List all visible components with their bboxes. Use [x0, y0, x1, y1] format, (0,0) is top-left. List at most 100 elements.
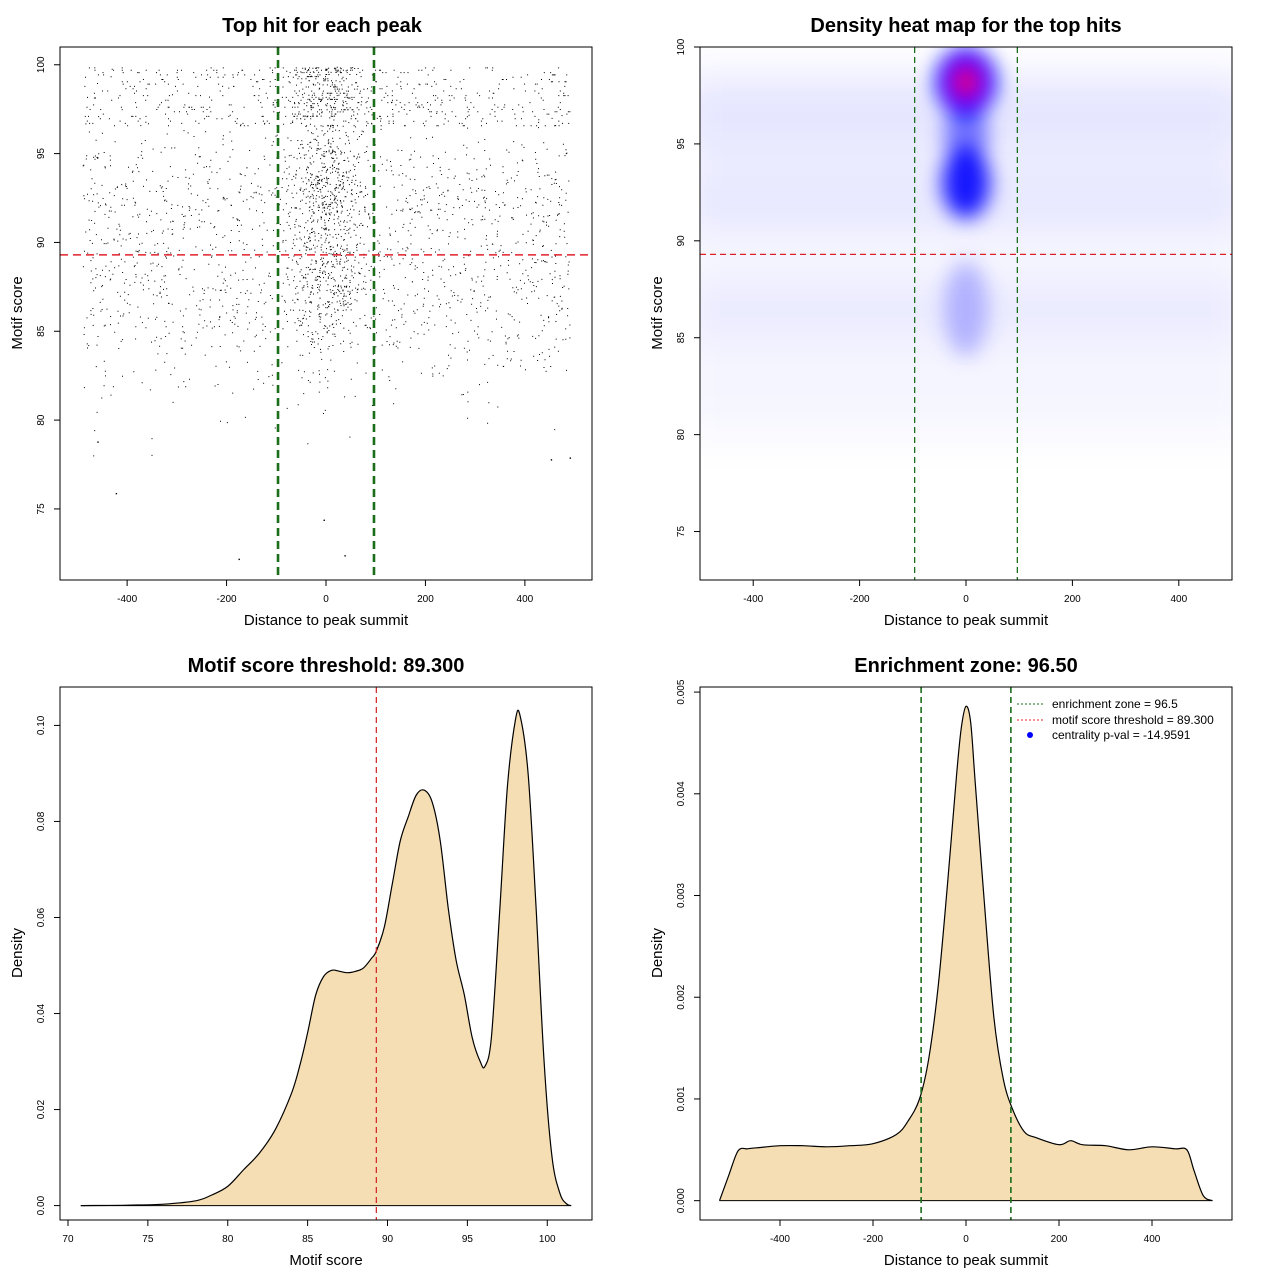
scatter-x-tick-label: 0: [323, 594, 329, 605]
heatmap-hotspot: [944, 260, 988, 357]
heatmap-hotspot: [942, 146, 990, 219]
heatmap-y-tick-label: 100: [676, 38, 687, 55]
distance-density-area: [718, 705, 1213, 1202]
scatter-x-axis: -400 -200 0 200 400: [117, 580, 534, 605]
distance-density-y-tick-label: 0.001: [676, 1086, 687, 1111]
scatter-y-tick-label: 75: [36, 503, 47, 515]
distance-density-x-tick-label: 400: [1144, 1234, 1161, 1245]
heatmap-hotspot-bridge: [944, 104, 988, 165]
score-density-x-tick-label: 70: [62, 1234, 74, 1245]
heatmap-x-tick-label: -400: [743, 594, 763, 605]
score-density-x-tick-label: 85: [302, 1234, 314, 1245]
score-density-x-axis: 70 75 80 85 90 95 100: [62, 1220, 556, 1245]
score-density-y-label: Density: [9, 927, 26, 978]
scatter-points: [82, 66, 572, 561]
distance-density-fill: [719, 706, 1213, 1201]
distance-density-overlays: [920, 687, 1012, 1220]
distance-density-title: Enrichment zone: 96.50: [854, 655, 1077, 677]
scatter-point: [344, 555, 346, 557]
scatter-point-cloud: [82, 66, 571, 457]
score-density-x-label: Motif score: [289, 1252, 362, 1269]
scatter-point: [550, 459, 553, 461]
scatter-y-tick-label: 85: [36, 325, 47, 337]
score-density-y-axis: 0.00 0.02 0.04 0.06 0.08 0.10: [36, 715, 60, 1215]
distance-density-y-tick-label: 0.005: [676, 679, 687, 704]
score-density-y-tick-label: 0.04: [36, 1003, 47, 1023]
score-density-fill: [80, 710, 572, 1206]
heatmap-y-label: Motif score: [649, 276, 666, 349]
score-density-x-tick-label: 80: [222, 1234, 234, 1245]
heatmap-x-tick-label: 200: [1064, 594, 1081, 605]
heatmap-x-tick-label: 0: [963, 594, 969, 605]
scatter-x-tick-label: -400: [117, 594, 137, 605]
legend-pval-swatch: [1027, 732, 1033, 738]
heatmap-field: [700, 47, 1232, 580]
scatter-point: [569, 457, 572, 459]
distance-density-x-tick-label: 0: [963, 1234, 969, 1245]
distance-density-x-tick-label: -200: [863, 1234, 883, 1245]
scatter-y-tick-label: 80: [36, 414, 47, 426]
distance-density-curve: [718, 705, 1213, 1202]
scatter-y-label: Motif score: [9, 276, 26, 349]
heatmap-x-tick-label: 400: [1170, 594, 1187, 605]
heatmap-y-tick-label: 95: [676, 138, 687, 150]
heatmap-y-tick-label: 90: [676, 235, 687, 247]
score-density-x-tick-label: 90: [382, 1234, 394, 1245]
score-density-x-tick-label: 95: [462, 1234, 474, 1245]
score-density-plot-frame: [59, 686, 593, 1221]
scatter-overlays: [60, 47, 592, 580]
score-density-y-tick-label: 0.08: [36, 811, 47, 831]
scatter-x-tick-label: 200: [417, 594, 434, 605]
distance-density-x-label: Distance to peak summit: [884, 1252, 1049, 1269]
panel-score-density: Motif score threshold: 89.300 70 75 80 85 90…: [9, 655, 593, 1269]
distance-density-x-tick-label: 200: [1051, 1234, 1068, 1245]
scatter-point: [115, 492, 118, 495]
legend-pval-label: centrality p-val = -14.9591: [1052, 728, 1191, 742]
distance-density-y-tick-label: 0.004: [676, 781, 687, 806]
distance-density-y-tick-label: 0.003: [676, 883, 687, 908]
scatter-y-tick-label: 95: [36, 148, 47, 160]
scatter-x-tick-label: 400: [517, 594, 534, 605]
distance-density-y-label: Density: [649, 927, 666, 978]
scatter-y-tick-label: 90: [36, 236, 47, 248]
scatter-plot-frame: [59, 46, 593, 581]
heatmap-y-tick-label: 75: [676, 526, 687, 538]
scatter-y-tick-label: 100: [36, 56, 47, 73]
distance-density-y-tick-label: 0.002: [676, 984, 687, 1009]
score-density-title: Motif score threshold: 89.300: [188, 655, 465, 677]
heatmap-y-axis: 75 80 85 90 95 100: [676, 38, 700, 537]
heatmap-x-label: Distance to peak summit: [884, 612, 1049, 629]
scatter-point: [323, 519, 325, 521]
score-density-x-tick-label: 75: [142, 1234, 154, 1245]
distance-density-y-axis: 0.000 0.001 0.002 0.003 0.004 0.005: [676, 679, 700, 1213]
heatmap-y-tick-label: 85: [676, 332, 687, 344]
scatter-point: [238, 558, 240, 561]
panel-scatter: Top hit for each peak -400 -200 0 200 400 75…: [9, 15, 593, 629]
distance-density-legend: enrichment zone = 96.5 motif score thres…: [1017, 697, 1214, 742]
distance-density-x-axis: -400 -200 0 200 400: [770, 1220, 1161, 1245]
score-density-curve: [80, 709, 572, 1207]
heatmap-hotspot-layer: [936, 47, 996, 357]
legend-enrichment-label: enrichment zone = 96.5: [1052, 697, 1178, 711]
scatter-point: [97, 441, 99, 443]
panel-distance-density: Enrichment zone: 96.50 -400 -200 0 200 400 0…: [649, 655, 1233, 1269]
heatmap-y-tick-label: 80: [676, 429, 687, 441]
distance-density-x-tick-label: -400: [770, 1234, 790, 1245]
heatmap-hotspot-core: [955, 66, 977, 97]
score-density-y-tick-label: 0.02: [36, 1099, 47, 1119]
heatmap-x-tick-label: -200: [850, 594, 870, 605]
heatmap-x-axis: -400 -200 0 200 400: [743, 580, 1188, 605]
score-density-y-tick-label: 0.10: [36, 715, 47, 735]
scatter-y-axis: 75 80 85 90 95 100: [36, 56, 60, 515]
score-density-y-tick-label: 0.00: [36, 1195, 47, 1215]
legend-threshold-label: motif score threshold = 89.300: [1052, 713, 1214, 727]
scatter-x-tick-label: -200: [217, 594, 237, 605]
score-density-area: [80, 709, 572, 1207]
score-density-x-tick-label: 100: [539, 1234, 556, 1245]
distance-density-y-tick-label: 0.000: [676, 1188, 687, 1213]
panel-heatmap: Density heat map for the top hits -400 -2…: [649, 15, 1233, 629]
heatmap-overlays: [700, 47, 1232, 580]
scatter-x-label: Distance to peak summit: [244, 612, 409, 629]
heatmap-title: Density heat map for the top hits: [810, 15, 1121, 37]
